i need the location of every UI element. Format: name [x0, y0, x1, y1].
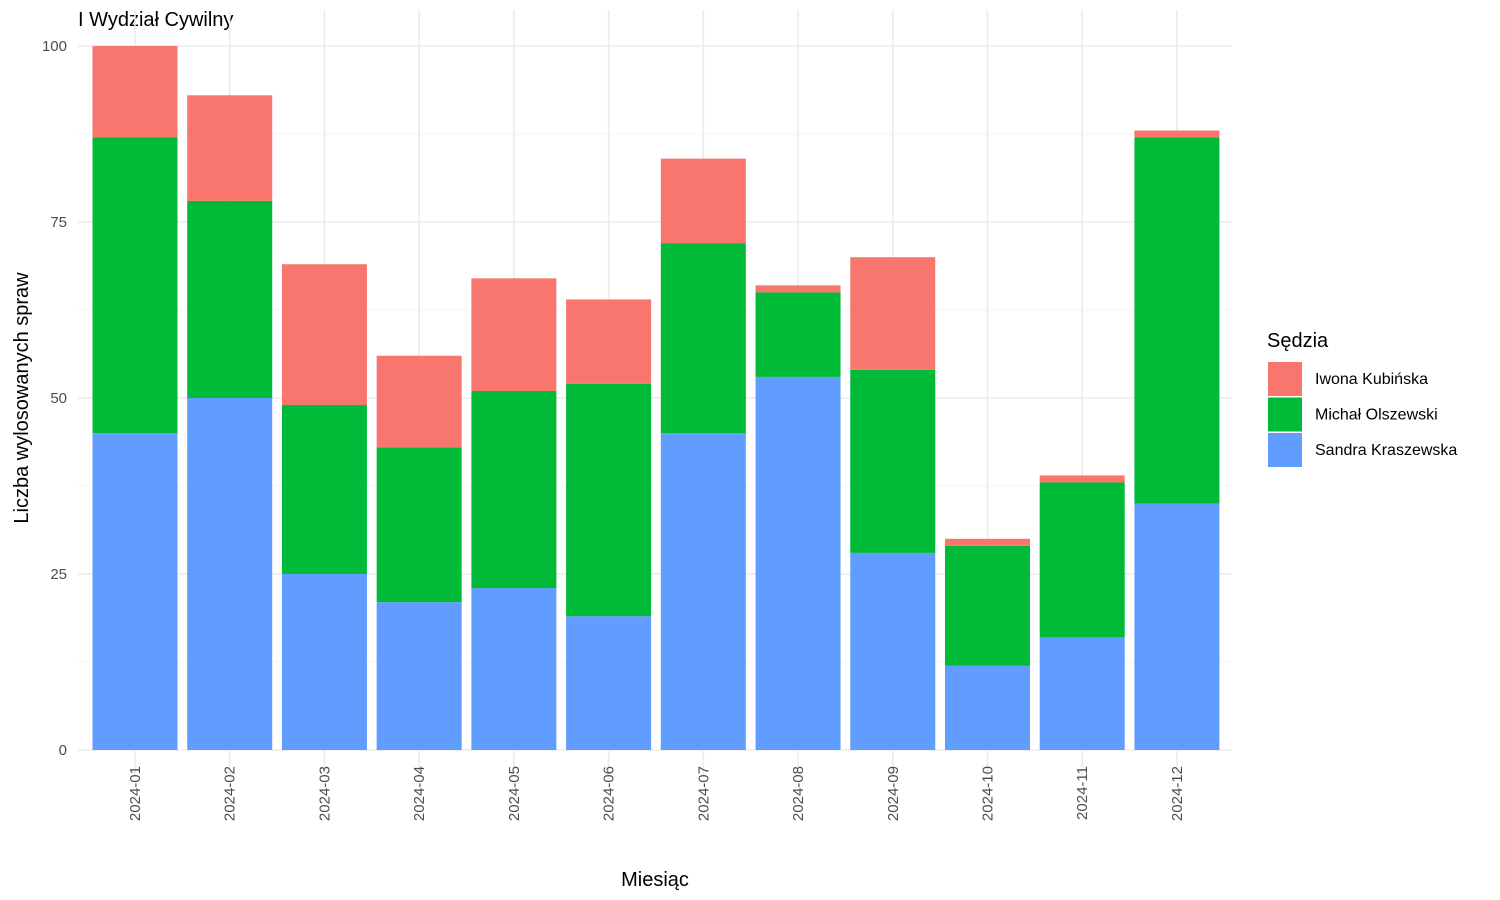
bar-segment — [1039, 475, 1125, 483]
y-tick-label: 50 — [50, 390, 67, 407]
x-tick-label: 2024-12 — [1169, 766, 1186, 821]
bar-segment — [92, 433, 178, 750]
bar-segment — [660, 433, 746, 750]
bar-segment — [92, 137, 178, 434]
bar-segment — [471, 390, 557, 589]
y-tick-label: 75 — [50, 214, 67, 231]
legend-label: Sandra Kraszewska — [1315, 442, 1457, 459]
bar-segment — [376, 355, 462, 448]
bar-segment — [850, 257, 936, 370]
bar-segment — [944, 545, 1030, 666]
bar-segment — [755, 285, 841, 293]
x-axis-ticks: 2024-01 2024-02 2024-03 2024-04 2024-05 2024-… — [127, 766, 1186, 821]
bar-segment — [1134, 130, 1220, 138]
bar-segment — [376, 602, 462, 750]
x-tick-label: 2024-01 — [127, 766, 144, 821]
bar-segment — [1134, 137, 1220, 504]
bar-segment — [660, 158, 746, 244]
y-tick-label: 100 — [42, 38, 67, 55]
legend-title: Sędzia — [1267, 330, 1329, 352]
bar-segment — [944, 538, 1030, 546]
bar-segment — [281, 264, 367, 406]
bar-segment — [1134, 503, 1220, 750]
bar-segment — [755, 292, 841, 377]
y-axis-title: Liczba wylosowanych spraw — [11, 272, 33, 524]
bar-segment — [281, 405, 367, 574]
x-tick-label: 2024-05 — [506, 766, 523, 821]
bar-segment — [566, 383, 652, 617]
bar-segment — [471, 588, 557, 750]
y-axis-ticks: 0 25 50 75 100 — [42, 38, 67, 759]
bar-segment — [944, 665, 1030, 750]
bar-segment — [471, 278, 557, 391]
bar-segment — [755, 376, 841, 750]
bars — [92, 46, 1220, 750]
bar-segment — [187, 200, 273, 398]
legend: Sędzia Iwona Kubińska Michał Olszewski San… — [1267, 330, 1457, 467]
x-tick-label: 2024-02 — [222, 766, 239, 821]
legend-key — [1268, 433, 1302, 467]
x-tick-label: 2024-10 — [979, 766, 996, 821]
chart-title: I Wydział Cywilny — [78, 9, 233, 31]
x-tick-label: 2024-11 — [1074, 766, 1091, 820]
x-tick-label: 2024-03 — [316, 766, 333, 821]
x-tick-label: 2024-06 — [601, 766, 618, 821]
bar-segment — [376, 447, 462, 603]
bar-segment — [281, 574, 367, 750]
x-axis-title: Miesiąc — [621, 869, 689, 891]
bar-segment — [1039, 482, 1125, 638]
bar-segment — [850, 369, 936, 553]
bar-segment — [187, 95, 273, 201]
bar-segment — [187, 398, 273, 750]
bar-segment — [850, 552, 936, 750]
legend-key — [1268, 397, 1302, 432]
y-tick-label: 25 — [50, 566, 67, 583]
legend-key — [1268, 362, 1302, 396]
x-tick-label: 2024-08 — [790, 766, 807, 821]
x-tick-label: 2024-07 — [695, 766, 712, 821]
bar-segment — [1039, 637, 1125, 750]
x-tick-label: 2024-09 — [885, 766, 902, 821]
x-tick-label: 2024-04 — [411, 766, 428, 821]
bar-segment — [566, 299, 652, 384]
bar-segment — [660, 243, 746, 434]
y-tick-label: 0 — [59, 742, 67, 759]
bar-segment — [566, 616, 652, 750]
legend-label: Iwona Kubińska — [1315, 371, 1428, 388]
bar-segment — [92, 46, 178, 138]
legend-label: Michał Olszewski — [1315, 407, 1438, 424]
